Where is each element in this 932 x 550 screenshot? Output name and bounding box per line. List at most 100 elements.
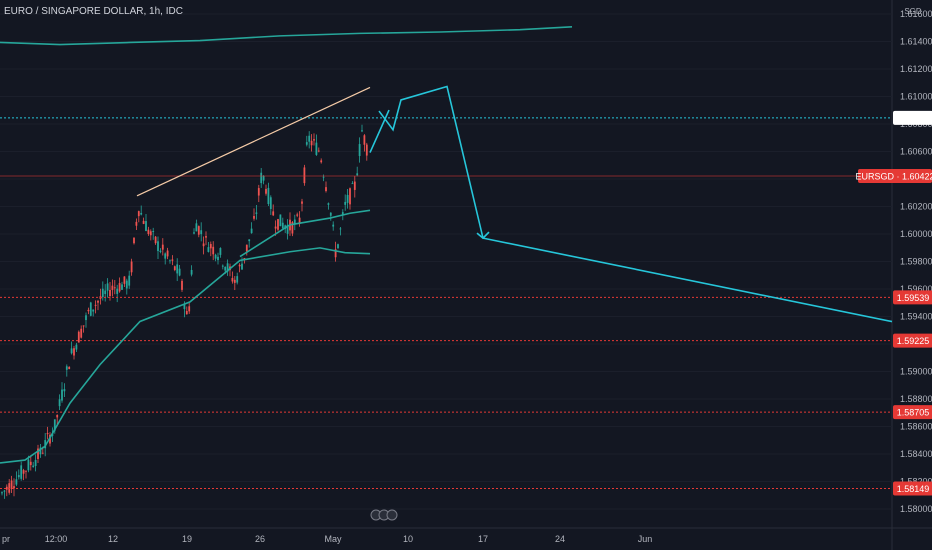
candle-body [281, 222, 284, 229]
candle-body [17, 475, 20, 478]
y-tick-label: 1.60200 [900, 202, 932, 212]
candle-body [41, 452, 44, 454]
y-tick-label: 1.59800 [900, 257, 932, 267]
y-tick-label: 1.59600 [900, 284, 932, 294]
candle-body [29, 461, 32, 466]
price-level-tag [893, 333, 932, 348]
candle-body [149, 231, 152, 236]
candle-body [94, 304, 97, 306]
event-icon [386, 509, 398, 521]
candle-body [116, 288, 119, 294]
candle-body [233, 279, 236, 283]
candle-body [245, 244, 248, 252]
price-level-tag [893, 290, 932, 305]
candle-body [269, 197, 272, 209]
candle-body [248, 239, 251, 242]
candle-body [329, 212, 332, 216]
candle-body [310, 140, 313, 146]
trendline [136, 86, 371, 197]
candle-body [346, 194, 349, 203]
x-tick-label: 17 [478, 534, 488, 544]
candle-body [15, 479, 18, 485]
candle-body [358, 144, 361, 157]
candle-body [298, 217, 301, 224]
current-price-tag [858, 168, 932, 183]
candle-body [152, 231, 155, 233]
candle-body [56, 415, 59, 418]
price-tag-label: 1.60845 [897, 113, 930, 123]
candle-body [147, 229, 150, 234]
price-level-tag [893, 110, 932, 125]
candle-body [265, 188, 267, 194]
candle-body [157, 241, 159, 252]
candle-body [3, 490, 6, 492]
candle-body [145, 221, 147, 231]
candle-body [322, 176, 325, 178]
candle-body [260, 172, 263, 184]
candle-body [130, 261, 133, 273]
y-tick-label: 1.61200 [900, 64, 932, 74]
price-tag-label: EURSGD · 1.60422 [855, 171, 932, 181]
x-tick-label: 19 [182, 534, 192, 544]
candle-body [327, 203, 330, 205]
candle-body [190, 269, 193, 275]
price-level-tag [893, 481, 932, 496]
candle-body [241, 263, 243, 270]
candle-body [75, 344, 78, 350]
currency-text: SGD [904, 7, 922, 16]
candle-body [77, 331, 80, 343]
candle-body [27, 459, 30, 471]
price-tag-label: 1.58705 [897, 408, 930, 418]
symbol-title: EURO / SINGAPORE DOLLAR, 1h, IDC [4, 6, 183, 17]
x-tick-label: 12:00 [45, 534, 68, 544]
candle-body [286, 224, 289, 234]
candle-body [63, 389, 66, 392]
projection-arrow-up [378, 109, 390, 121]
candle-body [123, 276, 126, 284]
candle-body [277, 219, 279, 230]
candle-body [238, 264, 241, 267]
candle-body [5, 486, 8, 490]
candle-body [205, 236, 207, 238]
candle-body [87, 309, 90, 312]
candle-body [137, 211, 140, 217]
candle-body [173, 266, 176, 271]
x-tick-label: 26 [255, 534, 265, 544]
candle-body [255, 212, 258, 214]
y-tick-label: 1.61400 [900, 37, 932, 47]
y-tick-label: 1.58200 [900, 477, 932, 487]
candle-body [61, 389, 63, 401]
y-tick-label: 1.61000 [900, 92, 932, 102]
y-tick-label: 1.59400 [900, 312, 932, 322]
candle-body [185, 310, 188, 315]
y-tick-label: 1.59000 [900, 367, 932, 377]
candle-body [8, 483, 11, 493]
candle-body [113, 287, 116, 289]
candle-body [135, 221, 138, 226]
candle-body [349, 188, 351, 205]
candle-body [272, 211, 275, 216]
x-tick-label: Jun [638, 534, 653, 544]
candle-body [169, 260, 171, 262]
candle-body [353, 181, 356, 190]
y-tick-label: 1.58600 [900, 422, 932, 432]
candle-body [85, 315, 87, 321]
candle-body [183, 304, 186, 310]
candle-body [361, 130, 363, 132]
candle-body [224, 266, 227, 271]
candle-body [44, 440, 47, 449]
candle-body [159, 250, 162, 252]
candle-body [133, 237, 135, 244]
candle-body [305, 142, 308, 145]
candle-body [97, 300, 99, 303]
candle-body [73, 348, 75, 356]
candle-body [267, 187, 270, 205]
candle-body [20, 465, 23, 479]
candle-body [111, 285, 114, 290]
candle-body [253, 215, 255, 219]
candle-body [334, 249, 337, 258]
candle-body [58, 399, 61, 407]
candle-body [39, 447, 42, 455]
